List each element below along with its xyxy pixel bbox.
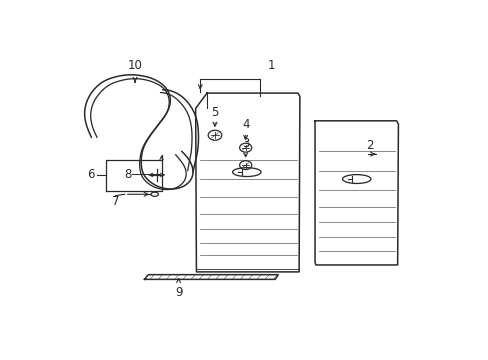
Text: 10: 10 xyxy=(127,59,142,72)
Text: 7: 7 xyxy=(111,195,119,208)
Text: 8: 8 xyxy=(123,167,131,180)
Text: 4: 4 xyxy=(242,118,249,131)
Text: 5: 5 xyxy=(211,105,218,118)
Text: 9: 9 xyxy=(175,286,182,299)
Text: 1: 1 xyxy=(267,59,275,72)
Text: 3: 3 xyxy=(242,137,249,150)
Text: 2: 2 xyxy=(366,139,373,152)
Text: 6: 6 xyxy=(87,168,94,181)
